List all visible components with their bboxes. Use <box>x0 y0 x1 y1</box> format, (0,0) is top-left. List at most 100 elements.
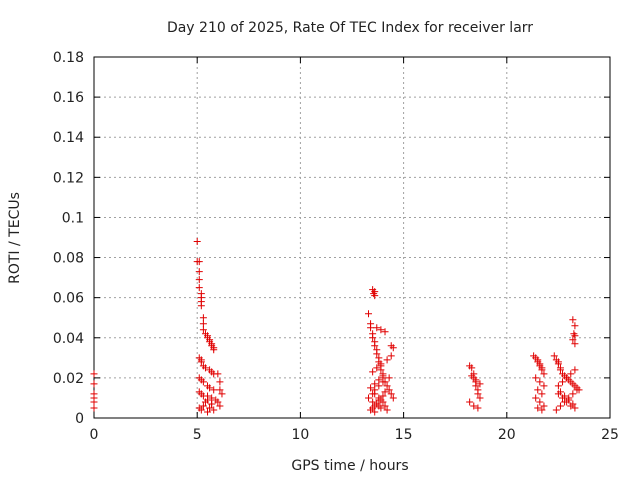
data-point <box>383 356 391 364</box>
data-point <box>540 370 548 378</box>
data-point <box>379 372 387 380</box>
data-point <box>204 396 212 404</box>
data-point <box>377 360 385 368</box>
data-point <box>538 406 546 414</box>
data-point <box>381 402 389 410</box>
data-point <box>216 378 224 386</box>
y-tick-label: 0.02 <box>53 371 84 387</box>
y-tick-label: 0.16 <box>53 90 84 106</box>
data-point <box>197 406 205 414</box>
data-point <box>208 394 216 402</box>
data-point <box>571 404 579 412</box>
data-point <box>476 394 484 402</box>
data-point <box>90 398 98 406</box>
data-point <box>371 292 379 300</box>
data-point <box>369 334 377 342</box>
data-point <box>199 326 207 334</box>
data-point <box>534 386 542 394</box>
data-point <box>206 384 214 392</box>
x-tick-label: 10 <box>291 427 309 443</box>
data-point <box>195 388 203 396</box>
data-point <box>383 382 391 390</box>
data-point <box>383 406 391 414</box>
data-point <box>90 370 98 378</box>
data-point <box>199 378 207 386</box>
data-point <box>216 402 224 410</box>
data-point <box>387 352 395 360</box>
data-point <box>532 394 540 402</box>
data-point <box>367 384 375 392</box>
data-point <box>554 360 562 368</box>
data-point <box>556 402 564 410</box>
data-point <box>218 390 226 398</box>
data-point <box>571 332 579 340</box>
data-point <box>573 386 581 394</box>
data-point <box>377 366 385 374</box>
data-point <box>538 390 546 398</box>
data-point <box>381 328 389 336</box>
data-point <box>199 402 207 410</box>
data-point <box>550 352 558 360</box>
data-point <box>563 374 571 382</box>
data-point <box>385 386 393 394</box>
data-point <box>561 392 569 400</box>
y-tick-label: 0 <box>75 411 84 427</box>
data-point <box>567 370 575 378</box>
data-point <box>214 370 222 378</box>
data-point <box>534 404 542 412</box>
plot-frame <box>93 56 611 419</box>
y-tick-label: 0.04 <box>53 331 84 347</box>
x-tick-label: 0 <box>90 427 99 443</box>
data-point <box>214 398 222 406</box>
data-point <box>540 382 548 390</box>
data-point <box>470 402 478 410</box>
data-point <box>199 392 207 400</box>
data-point <box>474 390 482 398</box>
data-point <box>195 268 203 276</box>
data-point <box>468 364 476 372</box>
data-point <box>472 382 480 390</box>
data-point <box>532 374 540 382</box>
data-point <box>536 398 544 406</box>
data-point <box>199 320 207 328</box>
x-tick-labels: 0 5 10 15 20 25 <box>90 427 619 443</box>
data-point <box>476 380 484 388</box>
data-point <box>571 322 579 330</box>
data-point <box>365 310 373 318</box>
data-point <box>210 346 218 354</box>
data-point <box>379 378 387 386</box>
data-point <box>365 394 373 402</box>
data-point <box>569 316 577 324</box>
data-point <box>373 400 381 408</box>
data-point <box>195 258 203 266</box>
y-tick-label: 0.06 <box>53 291 84 307</box>
y-tick-label: 0.18 <box>53 50 84 66</box>
data-point <box>569 336 577 344</box>
data-point <box>569 400 577 408</box>
data-point <box>554 382 562 390</box>
chart-title: Day 210 of 2025, Rate Of TEC Index for r… <box>167 20 533 36</box>
data-point <box>373 324 381 332</box>
data-point <box>536 378 544 386</box>
data-point <box>373 364 381 372</box>
data-point <box>367 320 375 328</box>
data-point <box>565 396 573 404</box>
data-point <box>474 404 482 412</box>
data-point <box>561 398 569 406</box>
data-point <box>538 366 546 374</box>
data-point <box>468 372 476 380</box>
data-point <box>375 376 383 384</box>
data-point <box>199 314 207 322</box>
data-point <box>389 344 397 352</box>
y-tick-label: 0.14 <box>53 130 84 146</box>
x-tick-label: 5 <box>193 427 202 443</box>
data-points <box>90 238 583 416</box>
data-point <box>204 408 212 416</box>
data-point <box>201 364 209 372</box>
data-point <box>540 402 548 410</box>
y-tick-label: 0.12 <box>53 170 84 186</box>
data-point <box>206 404 214 412</box>
axis-ticks <box>93 56 611 419</box>
data-point <box>389 394 397 402</box>
